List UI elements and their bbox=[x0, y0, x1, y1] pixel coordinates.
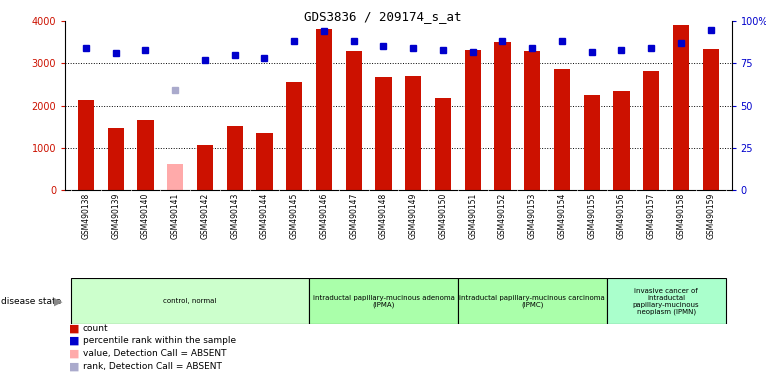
Text: GSM490148: GSM490148 bbox=[379, 193, 388, 239]
Text: GSM490143: GSM490143 bbox=[231, 193, 239, 239]
Bar bbox=[137, 119, 154, 190]
Text: GSM490151: GSM490151 bbox=[468, 193, 477, 239]
Bar bbox=[458, 278, 607, 324]
Text: GSM490152: GSM490152 bbox=[498, 193, 507, 239]
Bar bbox=[197, 145, 213, 190]
Bar bbox=[673, 25, 689, 190]
Text: GDS3836 / 209174_s_at: GDS3836 / 209174_s_at bbox=[304, 10, 462, 23]
Bar bbox=[227, 126, 243, 190]
Text: GSM490150: GSM490150 bbox=[438, 193, 447, 239]
Text: GSM490158: GSM490158 bbox=[676, 193, 686, 239]
Text: ▶: ▶ bbox=[54, 296, 63, 306]
Bar bbox=[286, 81, 303, 190]
Bar bbox=[607, 278, 725, 324]
Bar bbox=[309, 278, 458, 324]
Text: GSM490149: GSM490149 bbox=[409, 193, 417, 239]
Text: GSM490140: GSM490140 bbox=[141, 193, 150, 239]
Text: GSM490146: GSM490146 bbox=[319, 193, 329, 239]
Text: control, normal: control, normal bbox=[163, 298, 217, 305]
Text: GSM490139: GSM490139 bbox=[111, 193, 120, 239]
Bar bbox=[345, 51, 362, 190]
Bar bbox=[107, 127, 124, 190]
Text: GSM490159: GSM490159 bbox=[706, 193, 715, 239]
Text: GSM490156: GSM490156 bbox=[617, 193, 626, 239]
Text: GSM490141: GSM490141 bbox=[171, 193, 180, 239]
Text: GSM490154: GSM490154 bbox=[558, 193, 566, 239]
Text: disease state: disease state bbox=[1, 297, 61, 306]
Text: percentile rank within the sample: percentile rank within the sample bbox=[83, 336, 236, 346]
Bar bbox=[316, 29, 332, 190]
Text: intraductal papillary-mucinous adenoma
(IPMA): intraductal papillary-mucinous adenoma (… bbox=[313, 295, 454, 308]
Text: GSM490144: GSM490144 bbox=[260, 193, 269, 239]
Bar bbox=[464, 50, 481, 190]
Bar bbox=[584, 96, 600, 190]
Text: intraductal papillary-mucinous carcinoma
(IPMC): intraductal papillary-mucinous carcinoma… bbox=[460, 295, 605, 308]
Text: GSM490142: GSM490142 bbox=[201, 193, 209, 239]
Text: ■: ■ bbox=[69, 349, 80, 359]
Text: count: count bbox=[83, 324, 108, 333]
Text: rank, Detection Call = ABSENT: rank, Detection Call = ABSENT bbox=[83, 362, 221, 371]
Bar bbox=[524, 51, 540, 190]
Bar bbox=[554, 69, 570, 190]
Bar bbox=[405, 76, 421, 190]
Text: GSM490145: GSM490145 bbox=[290, 193, 299, 239]
Bar bbox=[494, 42, 511, 190]
Bar bbox=[435, 98, 451, 190]
Text: invasive cancer of
intraductal
papillary-mucinous
neoplasm (IPMN): invasive cancer of intraductal papillary… bbox=[633, 288, 699, 315]
Bar bbox=[167, 164, 183, 190]
Text: ■: ■ bbox=[69, 336, 80, 346]
Bar bbox=[257, 132, 273, 190]
Text: GSM490155: GSM490155 bbox=[588, 193, 596, 239]
Bar bbox=[643, 71, 660, 190]
Text: value, Detection Call = ABSENT: value, Detection Call = ABSENT bbox=[83, 349, 226, 358]
Bar bbox=[702, 49, 719, 190]
Text: ■: ■ bbox=[69, 361, 80, 371]
Text: GSM490157: GSM490157 bbox=[647, 193, 656, 239]
Bar bbox=[78, 100, 94, 190]
Bar bbox=[375, 77, 391, 190]
Text: ■: ■ bbox=[69, 323, 80, 333]
Text: GSM490138: GSM490138 bbox=[81, 193, 90, 239]
Bar bbox=[71, 278, 309, 324]
Text: GSM490147: GSM490147 bbox=[349, 193, 358, 239]
Text: GSM490153: GSM490153 bbox=[528, 193, 537, 239]
Bar bbox=[614, 91, 630, 190]
